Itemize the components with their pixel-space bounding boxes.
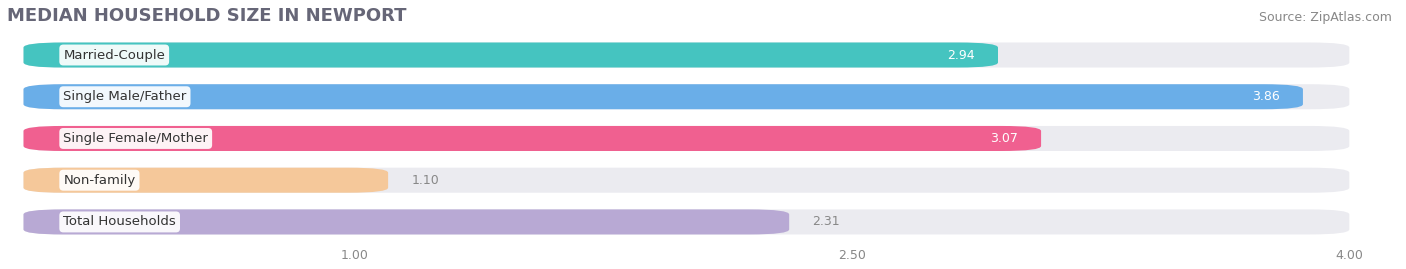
Text: 2.94: 2.94 [948,48,974,62]
FancyBboxPatch shape [24,126,1350,151]
FancyBboxPatch shape [24,210,789,235]
Text: 3.07: 3.07 [990,132,1018,145]
FancyBboxPatch shape [24,168,388,193]
FancyBboxPatch shape [24,210,1350,235]
Text: Single Male/Father: Single Male/Father [63,90,187,103]
Text: Source: ZipAtlas.com: Source: ZipAtlas.com [1258,11,1392,24]
Text: Non-family: Non-family [63,174,135,187]
FancyBboxPatch shape [24,84,1303,109]
FancyBboxPatch shape [24,43,1350,68]
Text: 3.86: 3.86 [1251,90,1279,103]
Text: 2.31: 2.31 [813,215,839,228]
FancyBboxPatch shape [24,168,1350,193]
Text: MEDIAN HOUSEHOLD SIZE IN NEWPORT: MEDIAN HOUSEHOLD SIZE IN NEWPORT [7,7,406,25]
Text: Married-Couple: Married-Couple [63,48,165,62]
FancyBboxPatch shape [24,126,1040,151]
Text: 1.10: 1.10 [412,174,439,187]
Text: Single Female/Mother: Single Female/Mother [63,132,208,145]
FancyBboxPatch shape [24,43,998,68]
Text: Total Households: Total Households [63,215,176,228]
FancyBboxPatch shape [24,84,1350,109]
